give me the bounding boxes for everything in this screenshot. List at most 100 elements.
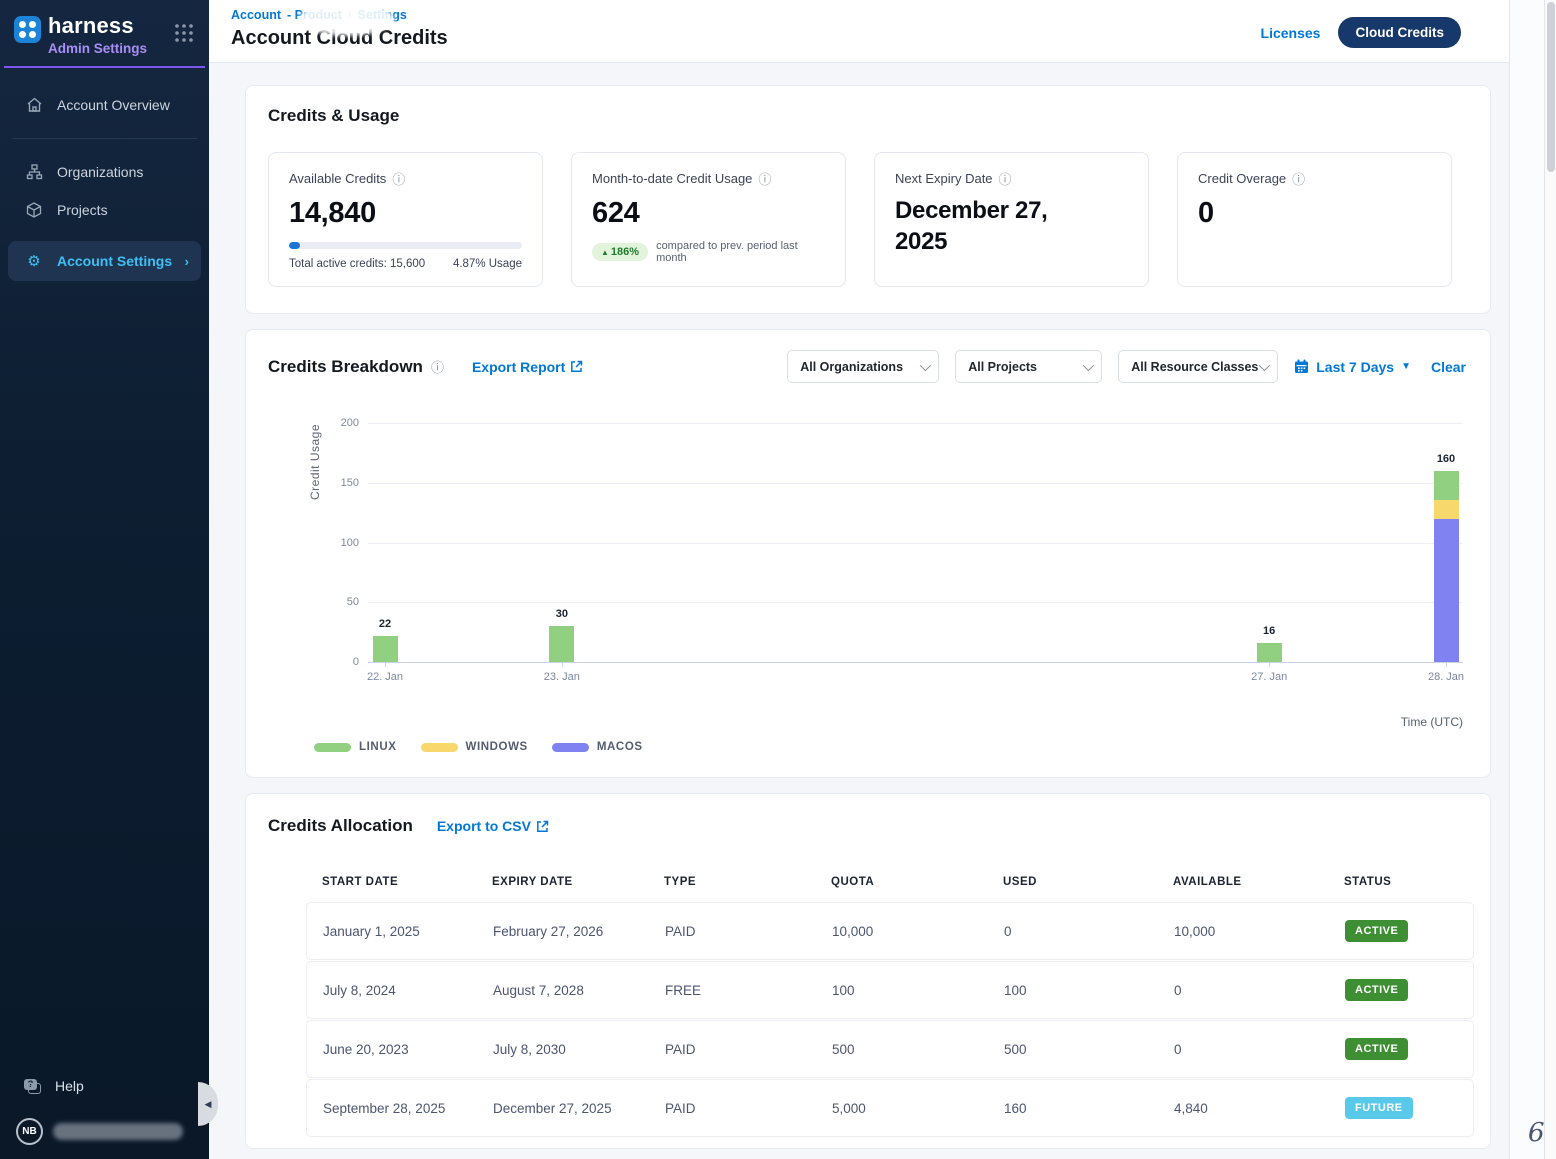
sidebar-item-account-settings[interactable]: ⚙ Account Settings › (8, 241, 201, 281)
gridline-y0 (368, 662, 1463, 663)
bar-segment-macos[interactable] (1434, 519, 1459, 662)
bar-segment-linux[interactable] (549, 626, 574, 662)
cloud-credits-button[interactable]: Cloud Credits (1338, 17, 1461, 48)
projects-filter[interactable]: All Projects (955, 350, 1102, 383)
clear-filters-link[interactable]: Clear (1431, 359, 1466, 375)
bar-segment-linux[interactable] (1257, 643, 1282, 662)
info-icon[interactable]: ⓘ (999, 169, 1012, 188)
sidebar-item-organizations[interactable]: Organizations (0, 153, 209, 191)
sidebar: harness Admin Settings Account Overview (0, 0, 209, 1159)
info-icon[interactable]: ⓘ (1292, 169, 1305, 188)
table-row[interactable]: July 8, 2024August 7, 2028FREE1001000ACT… (306, 961, 1474, 1019)
available-credits-card: Available Credits ⓘ 14,840 Total active … (268, 152, 543, 287)
section-title: Credits Breakdown (268, 357, 423, 377)
bar-segment-linux[interactable] (1434, 471, 1459, 500)
cell-type: FREE (665, 983, 832, 998)
sidebar-item-label: Account Settings (57, 253, 172, 269)
info-icon[interactable]: ⓘ (392, 169, 405, 188)
section-title: Credits & Usage (268, 106, 1466, 126)
sidebar-item-projects[interactable]: Projects (0, 191, 209, 229)
resource-classes-filter[interactable]: All Resource Classes (1118, 350, 1278, 383)
legend-swatch (421, 743, 458, 752)
export-csv-link[interactable]: Export to CSV (437, 818, 549, 834)
legend-item-linux[interactable]: LINUX (314, 741, 397, 753)
external-link-icon (536, 820, 549, 833)
bar-22-Jan[interactable] (373, 636, 398, 662)
cell-expiry: August 7, 2028 (493, 983, 665, 998)
module-switcher-icon[interactable] (173, 22, 195, 44)
usage-percent: 4.87% Usage (453, 258, 522, 270)
legend-label: MACOS (597, 741, 643, 753)
table-row[interactable]: September 28, 2025December 27, 2025PAID5… (306, 1079, 1474, 1137)
legend-item-windows[interactable]: WINDOWS (421, 741, 528, 753)
delta-badge: ▲186% (592, 243, 648, 261)
info-icon[interactable]: ⓘ (431, 357, 444, 376)
available-credits-value: 14,840 (289, 197, 522, 230)
organizations-filter[interactable]: All Organizations (787, 350, 939, 383)
main-area: Account - Product › Settings Account Clo… (209, 0, 1510, 1159)
licenses-link[interactable]: Licenses (1261, 25, 1321, 41)
export-report-link[interactable]: Export Report (472, 359, 583, 375)
sidebar-item-label: Account Overview (57, 97, 170, 113)
y-tick-label: 150 (323, 477, 359, 489)
x-axis-label: Time (UTC) (1401, 715, 1463, 729)
y-axis-label: Credit Usage (308, 424, 322, 500)
cell-expiry: February 27, 2026 (493, 924, 665, 939)
redaction-smudge (299, 2, 394, 36)
redacted-username (53, 1123, 183, 1140)
table-row[interactable]: June 20, 2023July 8, 2030PAID5005000ACTI… (306, 1020, 1474, 1078)
card-label: Credit Overage (1198, 171, 1286, 186)
x-tick-label: 27. Jan (1234, 671, 1304, 683)
x-tick-label: 23. Jan (527, 671, 597, 683)
brand-subtitle: Admin Settings (48, 41, 147, 56)
chevron-down-icon (1083, 359, 1094, 370)
chevron-down-icon (1259, 359, 1270, 370)
scrollbar-thumb[interactable] (1547, 2, 1555, 172)
bar-23-Jan[interactable] (549, 626, 574, 662)
y-tick-label: 200 (323, 417, 359, 429)
info-icon[interactable]: ⓘ (758, 169, 771, 188)
page-header: Account - Product › Settings Account Clo… (209, 0, 1509, 63)
legend-item-macos[interactable]: MACOS (552, 741, 643, 753)
cell-quota: 500 (832, 1042, 1004, 1057)
projects-cube-icon (24, 202, 44, 218)
right-gutter: 6. (1510, 0, 1544, 1159)
cell-quota: 10,000 (832, 924, 1004, 939)
user-avatar[interactable]: NB (16, 1118, 43, 1145)
x-tick (1446, 662, 1447, 667)
cell-start: July 8, 2024 (323, 983, 493, 998)
status-badge: ACTIVE (1345, 979, 1408, 1001)
breadcrumb-account[interactable]: Account (231, 8, 281, 22)
credits-usage-section: Credits & Usage Available Credits ⓘ 14,8… (245, 85, 1491, 314)
bar-segment-linux[interactable] (373, 636, 398, 662)
date-range-picker[interactable]: Last 7 Days ▼ (1294, 359, 1411, 375)
legend-swatch (552, 743, 589, 752)
allocation-table: START DATEEXPIRY DATETYPEQUOTAUSEDAVAILA… (306, 876, 1474, 1137)
credits-allocation-section: Credits Allocation Export to CSV START D… (245, 793, 1491, 1149)
x-tick-label: 28. Jan (1411, 671, 1481, 683)
bar-segment-windows[interactable] (1434, 500, 1459, 519)
cell-expiry: July 8, 2030 (493, 1042, 665, 1057)
help-button[interactable]: ? Help (0, 1068, 209, 1104)
page-scrollbar[interactable] (1544, 0, 1556, 1159)
cell-used: 0 (1004, 924, 1174, 939)
y-tick-label: 0 (323, 656, 359, 668)
status-badge: ACTIVE (1345, 920, 1408, 942)
bar-27-Jan[interactable] (1257, 643, 1282, 662)
chevron-right-icon: › (185, 254, 189, 269)
total-active-credits: Total active credits: 15,600 (289, 258, 425, 270)
caret-down-icon: ▼ (1401, 361, 1411, 372)
mtd-usage-card: Month-to-date Credit Usage ⓘ 624 ▲186% c… (571, 152, 846, 287)
column-header: AVAILABLE (1173, 876, 1344, 888)
table-row[interactable]: January 1, 2025February 27, 2026PAID10,0… (306, 902, 1474, 960)
sidebar-item-account-overview[interactable]: Account Overview (0, 86, 209, 124)
nav-divider (12, 138, 197, 139)
organizations-icon (24, 164, 44, 180)
usage-progress-fill (289, 242, 300, 249)
section-title: Credits Allocation (268, 816, 413, 836)
card-label: Next Expiry Date (895, 171, 993, 186)
status-badge: FUTURE (1345, 1097, 1413, 1119)
cell-used: 100 (1004, 983, 1174, 998)
bar-28-Jan[interactable] (1434, 471, 1459, 662)
card-label: Month-to-date Credit Usage (592, 171, 752, 186)
